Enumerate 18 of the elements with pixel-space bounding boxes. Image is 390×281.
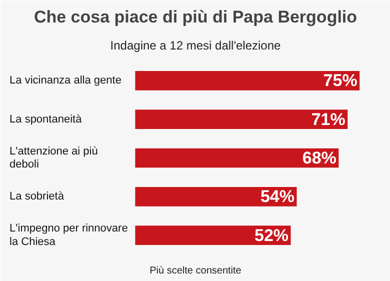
bar bbox=[135, 148, 339, 168]
y-tick-label: L'attenzione ai più deboli bbox=[10, 145, 98, 171]
data-label: 68% bbox=[302, 148, 336, 168]
bar bbox=[135, 71, 360, 90]
data-label: 52% bbox=[254, 226, 289, 245]
text: Più scelte consentite bbox=[150, 266, 242, 276]
bar bbox=[135, 110, 348, 130]
bar bbox=[135, 186, 297, 206]
y-tick-label: La vicinanza alla gente bbox=[10, 74, 122, 87]
chart-title: Che cosa piace di più di Papa Bergoglio bbox=[34, 8, 358, 26]
data-label: 71% bbox=[311, 110, 346, 129]
bar bbox=[135, 226, 291, 245]
data-label: 54% bbox=[260, 187, 295, 206]
y-tick-label: L'impegno per rinnovare la Chiesa bbox=[10, 222, 128, 248]
y-tick-label: La spontaneità bbox=[10, 113, 83, 126]
y-tick-label: La sobrietà bbox=[10, 190, 65, 203]
chart-subtitle: Indagine a 12 mesi dall'elezione bbox=[110, 38, 282, 52]
data-label: 75% bbox=[323, 71, 358, 90]
